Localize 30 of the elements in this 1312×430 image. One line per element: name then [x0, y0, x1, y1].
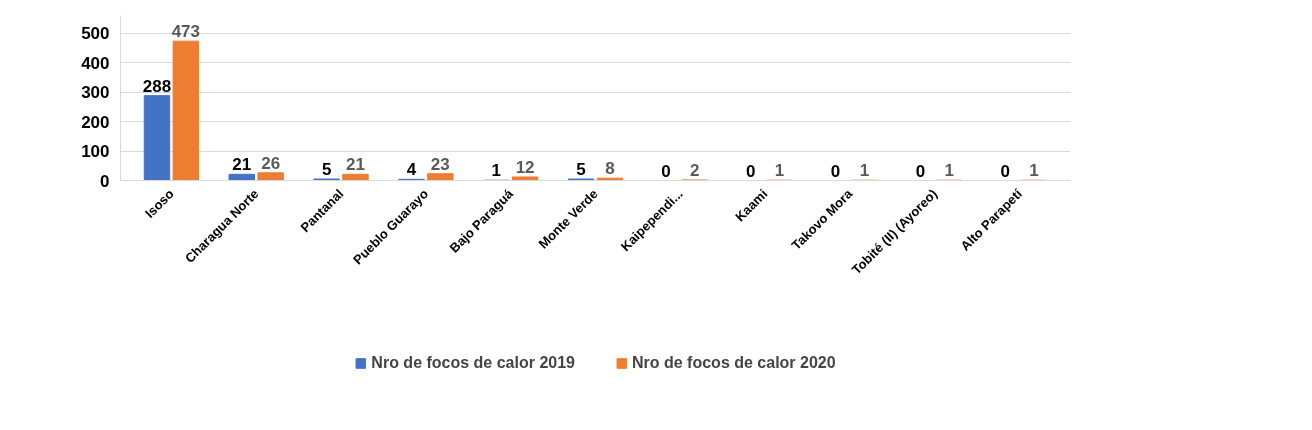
- data-label: 473: [171, 22, 201, 42]
- y-tick-label: 100: [81, 142, 110, 162]
- data-label: 0: [746, 161, 756, 181]
- data-label: 288: [142, 76, 172, 96]
- data-label: 1: [944, 161, 954, 181]
- data-label: 4: [406, 160, 417, 180]
- data-label: 0: [661, 161, 671, 181]
- legend-label: Nro de focos de calor 2019: [371, 353, 575, 372]
- data-label: 21: [232, 155, 252, 175]
- y-tick-label: 0: [100, 171, 110, 191]
- data-label: 2: [690, 160, 700, 180]
- y-tick-label: 300: [81, 83, 110, 103]
- data-label: 1: [491, 161, 501, 181]
- data-label: 8: [605, 159, 615, 179]
- data-label: 5: [576, 160, 586, 180]
- data-label: 23: [430, 154, 450, 174]
- y-tick-label: 200: [81, 112, 110, 132]
- data-label: 5: [321, 160, 332, 180]
- y-tick-label: 500: [81, 24, 110, 44]
- data-label: 21: [346, 155, 365, 175]
- legend-label: Nro de focos de calor 2020: [632, 353, 836, 372]
- y-tick-label: 400: [81, 53, 110, 73]
- data-label: 1: [859, 161, 870, 181]
- data-label: 0: [1000, 161, 1010, 181]
- data-label: 0: [830, 161, 841, 181]
- data-label: 0: [915, 161, 926, 181]
- data-label: 26: [261, 153, 281, 173]
- data-label: 12: [515, 157, 535, 177]
- data-label: 1: [774, 161, 785, 181]
- data-label: 1: [1029, 161, 1039, 181]
